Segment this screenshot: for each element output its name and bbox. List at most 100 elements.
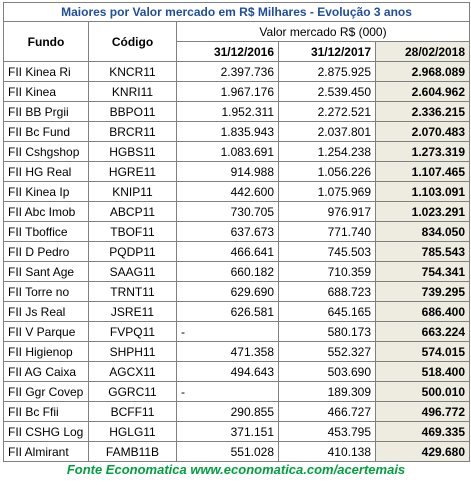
data-row: FII Kinea KNRI11 1.967.176 2.539.450 2.604.9…	[3, 81, 471, 102]
value-2018: 1.023.291	[374, 201, 471, 222]
value-2016: 914.988	[176, 161, 279, 182]
value-2016: 466.641	[176, 241, 279, 262]
data-row: FII Kinea Ri KNCR11 2.397.736 2.875.925 2.96…	[3, 61, 471, 82]
fund-code: TRNT11	[88, 281, 177, 302]
fund-name: FII Sant Age	[3, 261, 89, 282]
fund-code: PQDP11	[88, 241, 177, 262]
fund-code: JSRE11	[88, 301, 177, 322]
fund-code: KNCR11	[88, 61, 177, 82]
data-row: FII D Pedro PQDP11 466.641 745.503 785.543	[3, 241, 471, 262]
fund-code: KNIP11	[88, 181, 177, 202]
value-2018: 496.772	[374, 401, 471, 422]
value-2017: 466.727	[278, 401, 376, 422]
fund-code: FAMB11B	[88, 441, 177, 462]
value-2017: 710.359	[278, 261, 376, 282]
fund-code: ABCP11	[88, 201, 177, 222]
value-2016: -	[176, 321, 279, 342]
value-2017: 453.795	[278, 421, 376, 442]
value-2017: 410.138	[278, 441, 376, 462]
value-2016: 637.673	[176, 221, 279, 242]
value-2016: 290.855	[176, 401, 279, 422]
fund-name: FII Cshgshop	[3, 141, 89, 162]
value-2016: -	[176, 381, 279, 402]
fund-code: BCFF11	[88, 401, 177, 422]
fund-name: FII Torre no	[3, 281, 89, 302]
data-row: FII Almirant FAMB11B 551.028 410.138 429.680	[3, 441, 471, 462]
fund-code: BBPO11	[88, 101, 177, 122]
fund-name: FII AG Caixa	[3, 361, 89, 382]
data-row: FII Higienop SHPH11 471.358 552.327 574.015	[3, 341, 471, 362]
data-row: FII V Parque FVPQ11-580.173 663.224	[3, 321, 471, 342]
value-2017: 688.723	[278, 281, 376, 302]
header-row: Fundo Código Valor mercado R$ (000)	[3, 21, 471, 62]
value-2016: 626.581	[176, 301, 279, 322]
value-2017: 2.037.801	[278, 121, 376, 142]
data-row: FII Sant Age SAAG11 660.182 710.359 754.341	[3, 261, 471, 282]
fund-name: FII HG Real	[3, 161, 89, 182]
value-2018: 2.968.089	[374, 61, 471, 82]
value-2018: 1.107.465	[374, 161, 471, 182]
value-2016: 471.358	[176, 341, 279, 362]
fund-code: BRCR11	[88, 121, 177, 142]
value-2017: 1.056.226	[278, 161, 376, 182]
header-row: 31/12/2016 31/12/2017 28/02/2018	[4, 41, 471, 62]
value-2016: 442.600	[176, 181, 279, 202]
data-row: FII Kinea Ip KNIP11 442.600 1.075.969 1.103.…	[3, 181, 471, 202]
table-body: Maiores por Valor mercado em R$ Milhares…	[2, 2, 471, 462]
value-2018: 469.335	[374, 421, 471, 442]
fund-code: HGBS11	[88, 141, 177, 162]
fund-code: SAAG11	[88, 261, 177, 282]
data-row: FII Torre no TRNT11 629.690 688.723 739.295	[3, 281, 471, 302]
fund-name: FII CSHG Log	[3, 421, 89, 442]
data-row: FII Abc Imob ABCP11 730.705 976.917 1.023.29…	[3, 201, 471, 222]
value-2018: 2.604.962	[374, 81, 471, 102]
value-2017: 771.740	[278, 221, 376, 242]
fund-name: FII Bc Fund	[3, 121, 89, 142]
fund-name: FII V Parque	[3, 321, 89, 342]
data-row: FII BB Prgii BBPO11 1.952.311 2.272.521 2.33…	[3, 101, 471, 122]
value-2016: 1.967.176	[176, 81, 279, 102]
value-2016: 660.182	[176, 261, 279, 282]
data-row: FII Ggr Covep GGRC11-189.309 500.010	[3, 381, 471, 402]
value-2016: 1.835.943	[176, 121, 279, 142]
value-2018: 500.010	[374, 381, 471, 402]
title: Maiores por Valor mercado em R$ Milhares…	[2, 2, 471, 22]
fund-code: TBOF11	[88, 221, 177, 242]
value-2018: 686.400	[374, 301, 471, 322]
data-row: FII Bc Fund BRCR11 1.835.943 2.037.801 2.070…	[3, 121, 471, 142]
fund-name: FII Js Real	[3, 301, 89, 322]
value-2018: 574.015	[374, 341, 471, 362]
value-2018: 2.336.215	[374, 101, 471, 122]
value-2016: 629.690	[176, 281, 279, 302]
value-2017: 645.165	[278, 301, 376, 322]
value-2016: 551.028	[176, 441, 279, 462]
fund-code: GGRC11	[88, 381, 177, 402]
value-2018: 754.341	[374, 261, 471, 282]
value-2017: 503.690	[278, 361, 376, 382]
fund-name: FII Kinea Ip	[3, 181, 89, 202]
value-2018: 2.070.483	[374, 121, 471, 142]
table: Maiores por Valor mercado em R$ Milhares…	[2, 2, 471, 462]
fund-code: HGLG11	[88, 421, 177, 442]
group-header: Valor mercado R$ (000)	[175, 21, 471, 42]
fund-name: FII Higienop	[3, 341, 89, 362]
column-header: Fundo	[3, 21, 89, 62]
fund-code: FVPQ11	[88, 321, 177, 342]
value-2018: 1.103.091	[374, 181, 471, 202]
value-2017: 745.503	[278, 241, 376, 262]
value-2017: 1.075.969	[278, 181, 376, 202]
fund-name: FII Bc Ffii	[3, 401, 89, 422]
value-2018: 429.680	[374, 441, 471, 462]
value-2018: 785.543	[374, 241, 471, 262]
fund-code: HGRE11	[88, 161, 177, 182]
fund-name: FII Almirant	[3, 441, 89, 462]
data-row: FII CSHG Log HGLG11 371.151 453.795 469.335	[3, 421, 471, 442]
data-row: FII Js Real JSRE11 626.581 645.165 686.400	[3, 301, 471, 322]
value-2016: 1.083.691	[176, 141, 279, 162]
value-2018: 739.295	[374, 281, 471, 302]
footer: Fonte Economatica www.economatica.com/ac…	[66, 462, 406, 477]
fund-name: FII Tboffice	[3, 221, 89, 242]
value-2017: 2.875.925	[278, 61, 376, 82]
